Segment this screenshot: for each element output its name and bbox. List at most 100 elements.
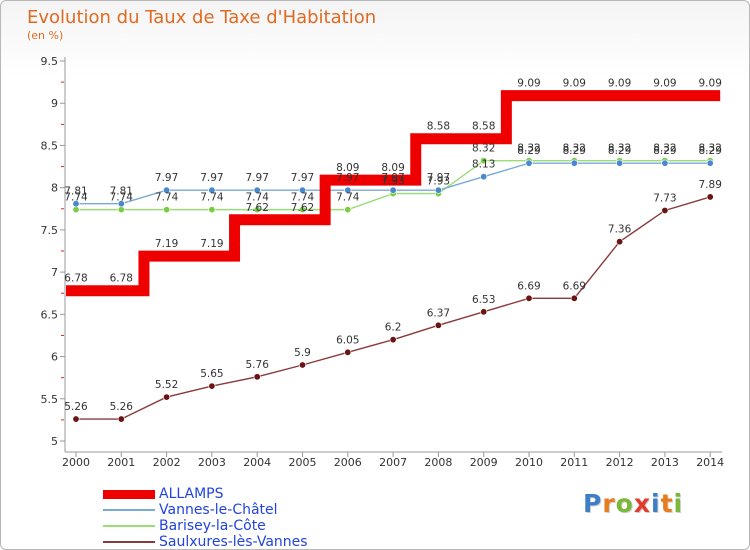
data-point-vannes-le-chatel bbox=[298, 186, 306, 194]
logo-letter: P bbox=[583, 489, 603, 518]
data-label-allamps: 8.58 bbox=[472, 121, 495, 133]
data-label-allamps: 6.78 bbox=[110, 273, 133, 285]
data-label-barisey-la-cote: 8.32 bbox=[608, 143, 631, 155]
data-point-vannes-le-chatel bbox=[480, 173, 488, 181]
data-label-saulxures-les-vannes: 5.76 bbox=[246, 359, 270, 371]
data-label-allamps: 7.19 bbox=[200, 238, 223, 250]
data-label-barisey-la-cote: 7.74 bbox=[291, 192, 315, 204]
logo-letter: i bbox=[651, 489, 661, 518]
data-label-barisey-la-cote: 7.93 bbox=[381, 176, 404, 188]
x-tick-label: 2005 bbox=[289, 456, 317, 469]
legend-label: Barisey-la-Côte bbox=[159, 518, 266, 534]
data-label-allamps: 7.62 bbox=[291, 202, 314, 214]
chart-data-labels: 5.26 5.26 5.52 5.65 5.76 5.9 6.05 6.2 6.37 6.53 6.… bbox=[64, 78, 722, 413]
data-label-vannes-le-chatel: 7.97 bbox=[246, 172, 269, 184]
data-label-allamps: 7.62 bbox=[246, 202, 269, 214]
data-point-saulxures-les-vannes bbox=[434, 321, 442, 329]
chart-axes: 5 5.5 6 6.5 7 7.5 8 8.5 9 9.5 2000 2001 2002 2003 2004… bbox=[41, 55, 725, 469]
data-point-vannes-le-chatel bbox=[72, 200, 80, 208]
x-tick-label: 2000 bbox=[62, 456, 90, 469]
data-point-saulxures-les-vannes bbox=[570, 294, 578, 302]
data-label-vannes-le-chatel: 7.97 bbox=[381, 172, 404, 184]
x-tick-label: 2011 bbox=[560, 456, 588, 469]
logo-letter: x bbox=[633, 489, 651, 518]
x-tick-label: 2014 bbox=[696, 456, 724, 469]
data-point-vannes-le-chatel bbox=[570, 159, 578, 167]
logo-letter: i bbox=[673, 489, 684, 518]
chart-title: Evolution du Taux de Taxe d'Habitation bbox=[27, 7, 377, 28]
data-label-vannes-le-chatel: 8.29 bbox=[653, 145, 676, 157]
data-label-barisey-la-cote: 7.74 bbox=[336, 192, 360, 204]
y-tick-label: 8.5 bbox=[41, 139, 59, 152]
data-point-barisey-la-cote bbox=[298, 206, 306, 214]
data-point-vannes-le-chatel bbox=[344, 186, 352, 194]
data-label-vannes-le-chatel: 7.97 bbox=[336, 172, 359, 184]
data-label-vannes-le-chatel: 7.97 bbox=[291, 172, 314, 184]
data-label-vannes-le-chatel: 8.13 bbox=[472, 159, 495, 171]
proxiti-logo: Proxiti bbox=[583, 489, 683, 518]
legend-label: ALLAMPS bbox=[159, 486, 224, 502]
data-point-saulxures-les-vannes bbox=[298, 361, 306, 369]
data-point-vannes-le-chatel bbox=[117, 200, 125, 208]
data-label-vannes-le-chatel: 8.29 bbox=[517, 145, 540, 157]
data-label-allamps: 8.58 bbox=[427, 121, 450, 133]
data-label-barisey-la-cote: 7.74 bbox=[155, 192, 179, 204]
data-label-barisey-la-cote: 7.74 bbox=[64, 192, 88, 204]
data-label-saulxures-les-vannes: 6.69 bbox=[517, 280, 540, 292]
data-point-barisey-la-cote bbox=[117, 206, 125, 214]
data-label-saulxures-les-vannes: 7.36 bbox=[608, 224, 632, 236]
data-point-saulxures-les-vannes bbox=[661, 206, 669, 214]
legend-swatch bbox=[103, 541, 155, 543]
data-label-vannes-le-chatel: 8.29 bbox=[699, 145, 722, 157]
data-label-allamps: 9.09 bbox=[563, 78, 586, 90]
data-label-barisey-la-cote: 8.32 bbox=[699, 143, 722, 155]
legend-item-vannes-le-chatel: Vannes-le-Châtel bbox=[103, 502, 278, 518]
data-point-vannes-le-chatel bbox=[434, 186, 442, 194]
x-tick-label: 2007 bbox=[379, 456, 407, 469]
data-label-saulxures-les-vannes: 5.26 bbox=[64, 401, 88, 413]
data-point-barisey-la-cote bbox=[344, 206, 352, 214]
data-label-barisey-la-cote: 7.74 bbox=[200, 192, 224, 204]
chart-subtitle: (en %) bbox=[27, 29, 64, 42]
data-label-vannes-le-chatel: 8.29 bbox=[563, 145, 586, 157]
data-label-vannes-le-chatel: 7.97 bbox=[427, 172, 450, 184]
data-label-saulxures-les-vannes: 5.9 bbox=[294, 347, 311, 359]
data-point-barisey-la-cote bbox=[480, 157, 488, 165]
x-tick-label: 2004 bbox=[243, 456, 271, 469]
y-tick-label: 9.5 bbox=[41, 55, 59, 68]
data-label-vannes-le-chatel: 8.29 bbox=[608, 145, 631, 157]
data-label-allamps: 9.09 bbox=[699, 78, 722, 90]
legend-swatch bbox=[103, 509, 155, 511]
legend-item-allamps: ALLAMPS bbox=[103, 486, 223, 502]
x-tick-label: 2001 bbox=[107, 456, 135, 469]
data-label-allamps: 9.09 bbox=[608, 78, 631, 90]
legend-swatch bbox=[103, 489, 155, 499]
data-label-allamps: 7.19 bbox=[155, 238, 178, 250]
legend-label: Vannes-le-Châtel bbox=[159, 502, 278, 518]
data-point-saulxures-les-vannes bbox=[72, 415, 80, 423]
data-point-saulxures-les-vannes bbox=[117, 415, 125, 423]
data-point-saulxures-les-vannes bbox=[163, 393, 171, 401]
x-tick-label: 2002 bbox=[153, 456, 181, 469]
x-tick-label: 2003 bbox=[198, 456, 226, 469]
data-label-saulxures-les-vannes: 7.89 bbox=[699, 179, 722, 191]
data-label-allamps: 8.09 bbox=[336, 162, 359, 174]
data-point-saulxures-les-vannes bbox=[253, 373, 261, 381]
data-label-barisey-la-cote: 8.32 bbox=[653, 143, 676, 155]
logo-letter: t bbox=[660, 489, 674, 518]
legend-item-barisey-la-cote: Barisey-la-Côte bbox=[103, 518, 266, 534]
data-label-saulxures-les-vannes: 6.53 bbox=[472, 294, 495, 306]
data-label-barisey-la-cote: 7.74 bbox=[246, 192, 270, 204]
data-point-vannes-le-chatel bbox=[706, 159, 714, 167]
x-tick-label: 2008 bbox=[424, 456, 452, 469]
data-label-barisey-la-cote: 8.32 bbox=[517, 143, 540, 155]
data-point-vannes-le-chatel bbox=[163, 186, 171, 194]
data-label-barisey-la-cote: 8.32 bbox=[472, 143, 495, 155]
data-point-saulxures-les-vannes bbox=[525, 294, 533, 302]
x-tick-label: 2009 bbox=[470, 456, 498, 469]
data-point-saulxures-les-vannes bbox=[208, 382, 216, 390]
data-label-saulxures-les-vannes: 6.05 bbox=[336, 334, 359, 346]
data-point-vannes-le-chatel bbox=[208, 186, 216, 194]
